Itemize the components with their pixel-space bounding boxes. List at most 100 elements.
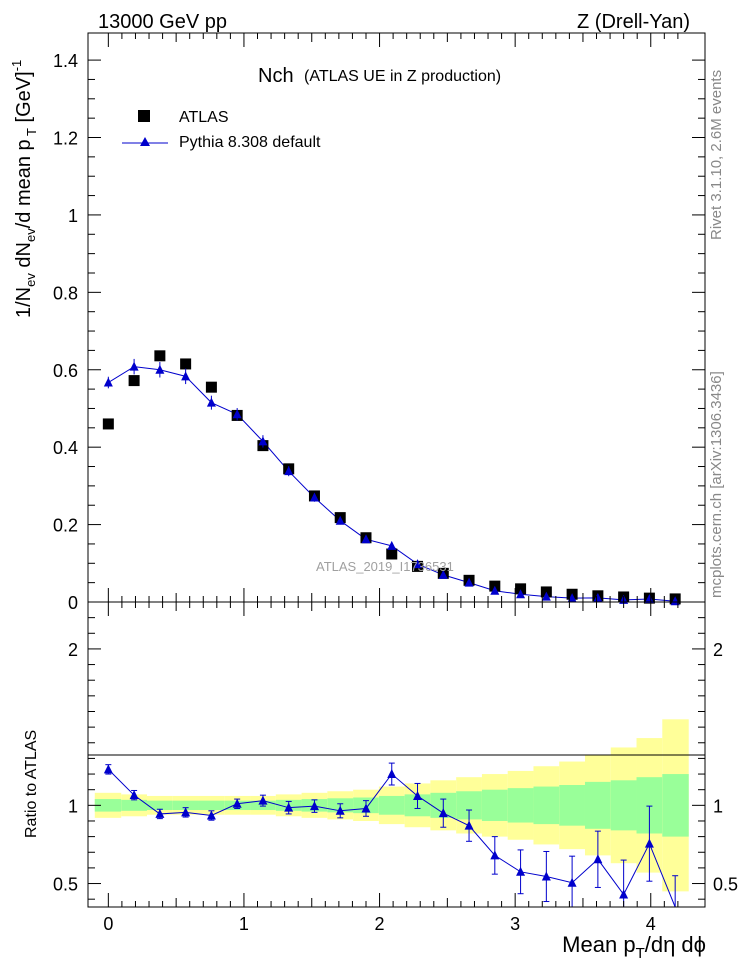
header-left: 13000 GeV pp — [98, 11, 227, 33]
pythia-point — [541, 591, 551, 601]
ratio-point — [541, 871, 551, 881]
legend-label-atlas: ATLAS — [179, 109, 229, 126]
pythia-point — [593, 592, 603, 602]
pythia-point — [464, 577, 474, 587]
pythia-point — [232, 409, 242, 419]
ratio-point — [361, 803, 371, 813]
x-axis-label: Mean pT/dη dϕ — [562, 932, 706, 962]
ratio-band-green — [533, 786, 560, 825]
header-right: Z (Drell-Yan) — [577, 11, 690, 33]
ratio-point — [490, 850, 500, 860]
pythia-point — [129, 361, 139, 371]
main-y-axis-label: 1/Nev dNev/d mean p T [GeV]-1 — [9, 60, 39, 318]
ratio-point — [464, 820, 474, 830]
plot-title-main: Nch — [258, 65, 294, 87]
pythia-point — [413, 559, 423, 569]
atlas-point — [128, 375, 140, 387]
pythia-point — [335, 515, 345, 525]
ratio-y-axis-label: Ratio to ATLAS — [23, 730, 40, 838]
ratio-panel: 0.5 0.5 1 1 2 2 0 1 2 3 4 — [53, 601, 738, 934]
pythia-point — [206, 397, 216, 407]
main-y-tick-label: 0 — [68, 593, 78, 613]
ratio-band-green — [94, 799, 122, 812]
ratio-point — [335, 805, 345, 815]
main-y-tick-label: 0.2 — [53, 516, 78, 536]
ratio-band-green — [481, 789, 508, 821]
ratio-point — [619, 889, 629, 899]
ratio-point — [593, 854, 603, 864]
pythia-point — [490, 585, 500, 595]
atlas-point — [154, 350, 166, 362]
atlas-point — [515, 583, 527, 595]
pythia-point — [103, 377, 113, 387]
pythia-point — [309, 492, 319, 502]
ratio-point — [232, 798, 242, 808]
pythia-point — [284, 466, 294, 476]
pythia-point — [438, 569, 448, 579]
main-y-tick-label: 1.2 — [53, 129, 78, 149]
legend-marker-atlas — [138, 110, 150, 122]
ratio-y-tick-label-left: 0.5 — [53, 875, 78, 895]
ratio-y-tick-label-left: 1 — [68, 796, 78, 816]
ratio-y-tick-label-right: 2 — [713, 640, 723, 660]
ratio-band-green — [662, 774, 689, 837]
ratio-point — [258, 795, 268, 805]
ratio-y-tick-label-right: 0.5 — [713, 875, 738, 895]
pythia-point — [258, 436, 268, 446]
side-text-rivet: Rivet 3.1.10, 2.6M events — [708, 70, 725, 240]
ratio-panel-frame — [87, 601, 706, 908]
pythia-point — [361, 534, 371, 544]
ratio-point — [129, 790, 139, 800]
ratio-point — [181, 807, 191, 817]
main-y-tick-label: 0.8 — [53, 283, 78, 303]
atlas-point — [386, 548, 398, 560]
ratio-point — [516, 866, 526, 876]
ratio-band-green — [610, 780, 637, 831]
ratio-point — [284, 802, 294, 812]
x-tick-label: 4 — [646, 914, 656, 934]
ratio-point — [309, 801, 319, 811]
legend: ATLAS Pythia 8.308 default — [122, 109, 321, 151]
ratio-band-green — [584, 781, 611, 829]
pythia-point — [387, 540, 397, 550]
main-y-tick-label: 1.4 — [53, 51, 78, 71]
pythia-point — [516, 589, 526, 599]
ratio-point — [155, 808, 165, 818]
atlas-point — [180, 358, 192, 370]
ratio-point — [567, 877, 577, 887]
ratio-band-green — [146, 800, 173, 811]
main-y-tick-label: 0.6 — [53, 361, 78, 381]
main-y-tick-label: 0.4 — [53, 438, 78, 458]
legend-label-pythia: Pythia 8.308 default — [179, 134, 321, 151]
ratio-band-green — [121, 799, 147, 811]
atlas-point — [102, 418, 114, 430]
main-panel: 0 0.2 0.4 0.6 0.8 1 1.2 1.4 — [53, 32, 706, 613]
x-tick-label: 2 — [375, 914, 385, 934]
analysis-watermark: ATLAS_2019_I1736531 — [316, 559, 454, 574]
ratio-point — [387, 769, 397, 779]
pythia-point — [155, 364, 165, 374]
ratio-point — [206, 810, 216, 820]
main-y-tick-label: 1 — [68, 206, 78, 226]
ratio-point — [644, 838, 654, 848]
x-tick-label: 0 — [103, 914, 113, 934]
x-tick-label: 3 — [510, 914, 520, 934]
pythia-point — [181, 371, 191, 381]
ratio-band-green — [198, 800, 225, 811]
legend-marker-pythia — [140, 137, 150, 146]
ratio-band-green — [507, 788, 534, 823]
atlas-point — [205, 381, 217, 393]
ratio-point — [103, 764, 113, 774]
ratio-band-green — [172, 800, 199, 811]
side-text-mcplots: mcplots.cern.ch [arXiv:1306.3436] — [708, 371, 725, 598]
ratio-band-green — [378, 795, 405, 815]
plot-title-sub: (ATLAS UE in Z production) — [304, 68, 501, 85]
ratio-point — [413, 790, 423, 800]
pythia-point — [644, 594, 654, 604]
ratio-point — [438, 808, 448, 818]
ratio-y-tick-label-right: 1 — [713, 796, 723, 816]
x-tick-label: 1 — [239, 914, 249, 934]
ratio-y-tick-label-left: 2 — [68, 640, 78, 660]
ratio-band-green — [559, 785, 585, 826]
